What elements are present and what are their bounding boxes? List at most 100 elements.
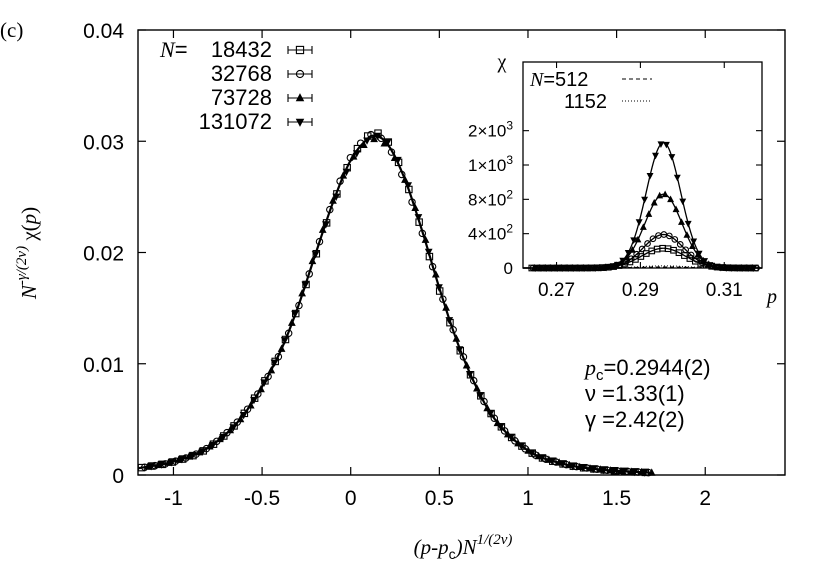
data-point xyxy=(473,384,481,392)
data-point xyxy=(280,337,289,345)
data-point xyxy=(517,442,526,450)
data-point xyxy=(137,463,146,472)
data-point xyxy=(332,193,341,201)
inset-data-point xyxy=(722,265,730,272)
data-point xyxy=(243,405,252,413)
inset-data-point xyxy=(657,141,665,148)
series-131072 xyxy=(147,132,649,477)
inset-data-point xyxy=(638,245,646,253)
data-point xyxy=(537,454,546,462)
inset-data-point xyxy=(662,141,670,149)
inset-data-point xyxy=(672,205,680,213)
data-point xyxy=(188,452,197,461)
inset-data-point xyxy=(682,246,690,254)
data-point xyxy=(254,390,262,398)
data-point xyxy=(647,468,656,476)
inset-data-point xyxy=(559,265,567,272)
y-tick-label: 0 xyxy=(112,465,124,488)
inset-data-point xyxy=(683,231,691,238)
inset-data-point xyxy=(750,265,758,272)
inset-data-point xyxy=(597,265,605,272)
data-point xyxy=(167,459,176,467)
inset-data-point xyxy=(553,265,561,272)
data-point xyxy=(442,303,450,311)
data-point xyxy=(267,366,276,374)
data-point xyxy=(620,468,628,476)
inset-y-tick-label: 0 xyxy=(504,259,513,278)
inset-data-point xyxy=(739,265,747,272)
data-point xyxy=(208,441,217,450)
legend-marker xyxy=(295,118,305,127)
data-point xyxy=(274,352,283,361)
x-tick-label: 0 xyxy=(345,487,357,510)
data-point xyxy=(236,414,245,423)
data-point xyxy=(291,310,299,319)
inset-data-point xyxy=(644,240,651,247)
inset-data-point xyxy=(635,219,643,226)
inset-series-131072 xyxy=(523,141,762,272)
data-point xyxy=(476,392,484,400)
data-point xyxy=(292,309,300,318)
data-point xyxy=(277,344,286,352)
inset-y-tick-label: 4×102 xyxy=(468,222,513,244)
inset-data-point xyxy=(687,251,695,259)
inset-y-axis-label: χ xyxy=(497,51,507,73)
inset-data-point xyxy=(652,152,659,160)
inset-data-point xyxy=(649,235,657,243)
data-point xyxy=(404,182,413,190)
y-tick-label: 0.03 xyxy=(83,131,124,154)
data-point xyxy=(527,449,536,457)
data-point xyxy=(219,433,227,442)
data-point xyxy=(308,256,317,265)
data-point xyxy=(630,468,639,477)
data-point xyxy=(418,229,427,238)
annotation-2: γ =2.42(2) xyxy=(585,407,685,432)
inset-data-point xyxy=(581,265,589,272)
inset-legend-title: N=512 xyxy=(529,69,588,91)
data-point xyxy=(216,434,224,443)
data-point xyxy=(589,465,598,474)
data-point xyxy=(257,384,265,393)
data-point xyxy=(359,140,368,149)
data-point xyxy=(431,270,440,278)
y-tick-label: 0.02 xyxy=(83,243,124,266)
inset-data-point xyxy=(586,265,594,272)
inset-legend-label-1152: 1152 xyxy=(564,91,607,113)
inset-x-tick-label: 0.27 xyxy=(538,280,575,301)
data-point xyxy=(342,168,351,177)
data-point xyxy=(428,262,437,271)
main-chart: -1 -0.5 0 0.5 1 1.5 2 0 0.01 0.02 0.03 0.04 (p-pc)N1… xyxy=(14,20,786,562)
data-point xyxy=(322,221,330,229)
data-point xyxy=(270,359,279,367)
x-tick-label: 2 xyxy=(699,487,711,510)
data-point xyxy=(599,466,608,475)
data-point xyxy=(421,235,430,243)
data-point xyxy=(198,448,207,456)
legend-marker xyxy=(295,93,305,102)
data-point xyxy=(548,457,556,466)
inset-data-point xyxy=(678,218,685,225)
y-tick-label: 0.04 xyxy=(83,20,124,43)
inset-data-point xyxy=(671,236,679,243)
data-point xyxy=(439,295,447,303)
data-point xyxy=(394,156,402,165)
x-axis-label: (p-pc)N1/(2ν) xyxy=(414,532,513,562)
data-point xyxy=(452,334,461,342)
inset-data-point xyxy=(575,265,583,272)
inset-data-point xyxy=(717,264,725,272)
legend-title: N= xyxy=(159,37,188,62)
x-tick-label: 1.5 xyxy=(602,487,631,510)
inset-data-point xyxy=(543,265,550,272)
inset-data-point xyxy=(706,262,714,269)
inset-data-point xyxy=(684,220,692,228)
inset-data-point xyxy=(744,265,752,272)
inset-data-point xyxy=(656,191,664,199)
data-point xyxy=(579,464,587,473)
y-axis-label: N-γ/(2ν) χ(p) xyxy=(14,207,41,300)
inset-data-point xyxy=(650,198,658,206)
inset-data-point xyxy=(673,174,681,182)
data-point xyxy=(469,376,478,385)
data-point xyxy=(147,463,155,471)
